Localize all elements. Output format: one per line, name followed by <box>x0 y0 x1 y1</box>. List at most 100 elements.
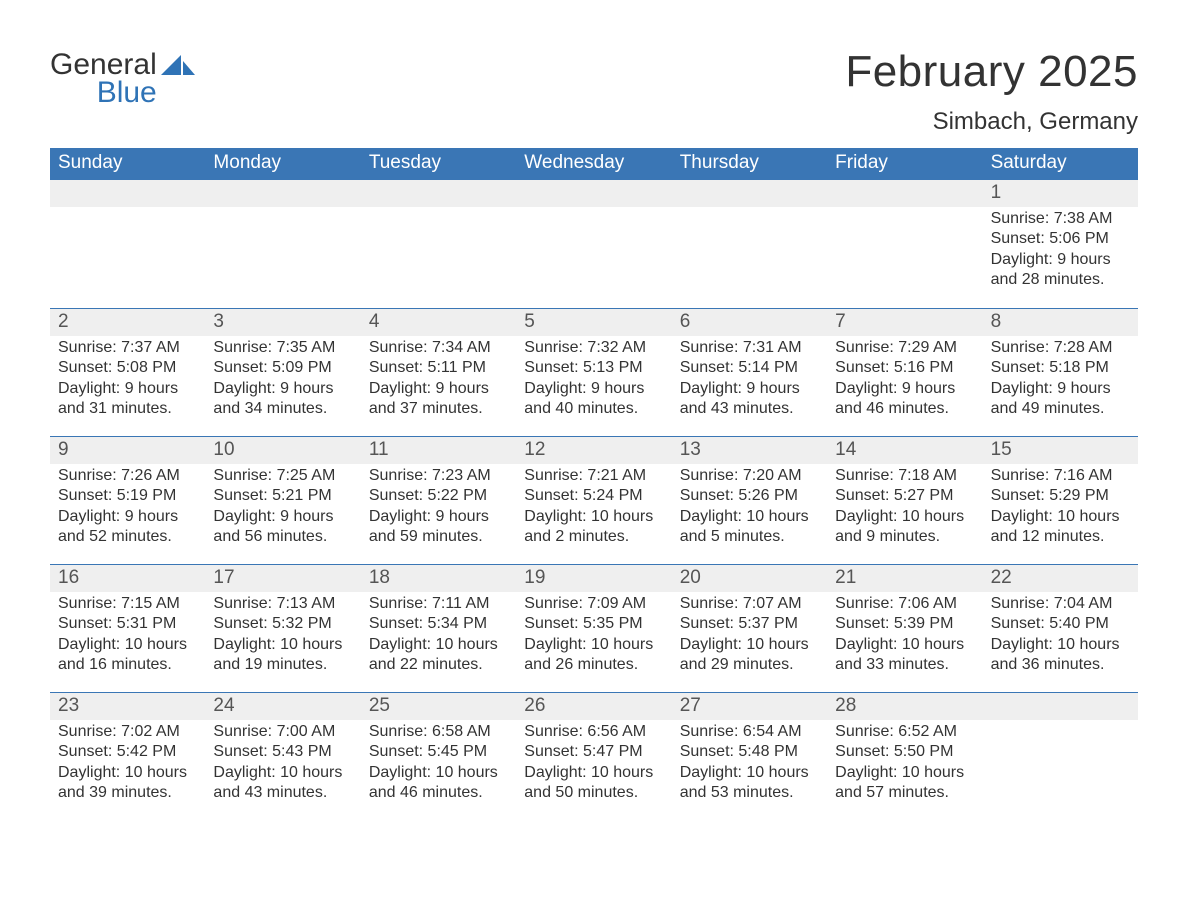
day-number: 11 <box>361 436 516 464</box>
day-dl1: Daylight: 10 hours <box>369 763 508 783</box>
day-dl2: and 28 minutes. <box>991 270 1130 290</box>
day-dl2: and 22 minutes. <box>369 655 508 675</box>
day-number: 21 <box>827 564 982 592</box>
day-details: Sunrise: 7:00 AMSunset: 5:43 PMDaylight:… <box>205 720 360 808</box>
day-dl1: Daylight: 10 hours <box>835 635 974 655</box>
calendar-day-cell: 10Sunrise: 7:25 AMSunset: 5:21 PMDayligh… <box>205 436 360 564</box>
day-number: 6 <box>672 308 827 336</box>
day-sunset: Sunset: 5:32 PM <box>213 614 352 634</box>
day-number: 4 <box>361 308 516 336</box>
day-sunrise: Sunrise: 7:23 AM <box>369 466 508 486</box>
weekday-header: Monday <box>205 148 360 180</box>
calendar-day-cell: 11Sunrise: 7:23 AMSunset: 5:22 PMDayligh… <box>361 436 516 564</box>
day-details: Sunrise: 6:52 AMSunset: 5:50 PMDaylight:… <box>827 720 982 808</box>
day-sunset: Sunset: 5:11 PM <box>369 358 508 378</box>
calendar-day-cell <box>361 180 516 308</box>
day-number <box>361 180 516 207</box>
day-dl2: and 56 minutes. <box>213 527 352 547</box>
day-dl1: Daylight: 9 hours <box>369 379 508 399</box>
calendar-week: 9Sunrise: 7:26 AMSunset: 5:19 PMDaylight… <box>50 436 1138 564</box>
calendar-day-cell: 13Sunrise: 7:20 AMSunset: 5:26 PMDayligh… <box>672 436 827 564</box>
day-sunset: Sunset: 5:48 PM <box>680 742 819 762</box>
calendar-day-cell <box>516 180 671 308</box>
calendar-day-cell: 27Sunrise: 6:54 AMSunset: 5:48 PMDayligh… <box>672 692 827 820</box>
day-dl1: Daylight: 10 hours <box>213 635 352 655</box>
calendar-week: 1Sunrise: 7:38 AMSunset: 5:06 PMDaylight… <box>50 180 1138 308</box>
day-details: Sunrise: 6:58 AMSunset: 5:45 PMDaylight:… <box>361 720 516 808</box>
calendar-day-cell <box>983 692 1138 820</box>
day-details: Sunrise: 7:20 AMSunset: 5:26 PMDaylight:… <box>672 464 827 552</box>
day-sunset: Sunset: 5:50 PM <box>835 742 974 762</box>
day-dl1: Daylight: 10 hours <box>213 763 352 783</box>
day-sunset: Sunset: 5:26 PM <box>680 486 819 506</box>
title-block: February 2025 Simbach, Germany <box>845 50 1138 136</box>
day-dl2: and 34 minutes. <box>213 399 352 419</box>
calendar-day-cell: 5Sunrise: 7:32 AMSunset: 5:13 PMDaylight… <box>516 308 671 436</box>
day-number: 2 <box>50 308 205 336</box>
day-sunrise: Sunrise: 7:34 AM <box>369 338 508 358</box>
day-details: Sunrise: 7:29 AMSunset: 5:16 PMDaylight:… <box>827 336 982 424</box>
day-sunset: Sunset: 5:35 PM <box>524 614 663 634</box>
day-number <box>983 692 1138 720</box>
day-dl2: and 39 minutes. <box>58 783 197 803</box>
day-sunset: Sunset: 5:43 PM <box>213 742 352 762</box>
day-dl1: Daylight: 9 hours <box>213 507 352 527</box>
day-number: 24 <box>205 692 360 720</box>
sail-icon <box>161 55 195 79</box>
day-dl1: Daylight: 10 hours <box>835 507 974 527</box>
day-sunrise: Sunrise: 7:09 AM <box>524 594 663 614</box>
day-sunset: Sunset: 5:19 PM <box>58 486 197 506</box>
weekday-header: Wednesday <box>516 148 671 180</box>
day-number: 3 <box>205 308 360 336</box>
day-details: Sunrise: 7:38 AMSunset: 5:06 PMDaylight:… <box>983 207 1138 295</box>
day-details: Sunrise: 7:21 AMSunset: 5:24 PMDaylight:… <box>516 464 671 552</box>
day-number: 8 <box>983 308 1138 336</box>
calendar-day-cell <box>50 180 205 308</box>
day-number: 18 <box>361 564 516 592</box>
day-number: 1 <box>983 180 1138 207</box>
day-sunrise: Sunrise: 7:28 AM <box>991 338 1130 358</box>
day-sunset: Sunset: 5:22 PM <box>369 486 508 506</box>
day-number: 16 <box>50 564 205 592</box>
day-sunrise: Sunrise: 7:35 AM <box>213 338 352 358</box>
day-dl1: Daylight: 9 hours <box>213 379 352 399</box>
day-details: Sunrise: 7:11 AMSunset: 5:34 PMDaylight:… <box>361 592 516 680</box>
weekday-header: Tuesday <box>361 148 516 180</box>
day-details: Sunrise: 7:32 AMSunset: 5:13 PMDaylight:… <box>516 336 671 424</box>
day-number: 9 <box>50 436 205 464</box>
day-sunset: Sunset: 5:16 PM <box>835 358 974 378</box>
calendar-day-cell: 12Sunrise: 7:21 AMSunset: 5:24 PMDayligh… <box>516 436 671 564</box>
day-dl2: and 57 minutes. <box>835 783 974 803</box>
page-title: February 2025 <box>845 50 1138 94</box>
day-sunset: Sunset: 5:08 PM <box>58 358 197 378</box>
day-dl2: and 33 minutes. <box>835 655 974 675</box>
brand-text: General Blue <box>50 50 157 108</box>
day-number: 19 <box>516 564 671 592</box>
calendar-page: General Blue February 2025 Simbach, Germ… <box>0 0 1188 860</box>
calendar-day-cell: 14Sunrise: 7:18 AMSunset: 5:27 PMDayligh… <box>827 436 982 564</box>
day-details: Sunrise: 7:18 AMSunset: 5:27 PMDaylight:… <box>827 464 982 552</box>
day-sunrise: Sunrise: 7:38 AM <box>991 209 1130 229</box>
day-number <box>672 180 827 207</box>
weekday-header: Friday <box>827 148 982 180</box>
brand-blue: Blue <box>50 78 157 108</box>
calendar-day-cell: 23Sunrise: 7:02 AMSunset: 5:42 PMDayligh… <box>50 692 205 820</box>
day-details: Sunrise: 7:02 AMSunset: 5:42 PMDaylight:… <box>50 720 205 808</box>
day-number: 10 <box>205 436 360 464</box>
day-number: 13 <box>672 436 827 464</box>
day-dl2: and 16 minutes. <box>58 655 197 675</box>
day-details: Sunrise: 7:37 AMSunset: 5:08 PMDaylight:… <box>50 336 205 424</box>
day-dl2: and 43 minutes. <box>213 783 352 803</box>
day-sunrise: Sunrise: 7:20 AM <box>680 466 819 486</box>
day-details: Sunrise: 7:23 AMSunset: 5:22 PMDaylight:… <box>361 464 516 552</box>
weeks-container: 1Sunrise: 7:38 AMSunset: 5:06 PMDaylight… <box>50 180 1138 820</box>
calendar-day-cell: 26Sunrise: 6:56 AMSunset: 5:47 PMDayligh… <box>516 692 671 820</box>
day-dl2: and 5 minutes. <box>680 527 819 547</box>
day-sunset: Sunset: 5:42 PM <box>58 742 197 762</box>
day-details: Sunrise: 7:06 AMSunset: 5:39 PMDaylight:… <box>827 592 982 680</box>
day-number: 12 <box>516 436 671 464</box>
day-number: 20 <box>672 564 827 592</box>
brand-logo: General Blue <box>50 50 195 108</box>
calendar-day-cell: 25Sunrise: 6:58 AMSunset: 5:45 PMDayligh… <box>361 692 516 820</box>
day-dl1: Daylight: 10 hours <box>680 635 819 655</box>
